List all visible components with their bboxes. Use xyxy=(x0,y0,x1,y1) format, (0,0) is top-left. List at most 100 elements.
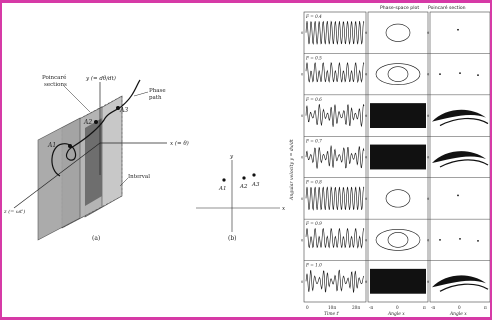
phase-space-filled xyxy=(370,268,426,294)
point-a2-label: A2 xyxy=(83,119,92,126)
zero-tick: 0 xyxy=(365,280,368,284)
poincare-point xyxy=(459,237,461,240)
phase-path-label-2: path xyxy=(149,95,162,101)
poincare-attractor xyxy=(432,109,486,122)
point-a3-label: A3 xyxy=(119,107,128,114)
zero-tick: 0 xyxy=(427,31,430,35)
phase-space-orbit xyxy=(387,232,409,248)
poincare-tick-1: 0 xyxy=(458,305,461,310)
poincare-tick-0: -π xyxy=(431,305,435,310)
z-axis xyxy=(13,142,101,209)
panel-b-point-a2 xyxy=(242,176,246,180)
phase-space-orbit xyxy=(375,63,421,86)
time-series-trace xyxy=(305,145,365,169)
poincare-axis-label: Angle x xyxy=(449,312,467,317)
point-a1-marker xyxy=(68,144,72,148)
row-label: F = 1.0 xyxy=(305,263,322,268)
col-header-poincare: Poincaré section xyxy=(428,4,466,11)
panel-b-a2-label: A2 xyxy=(239,184,248,190)
zero-tick: 0 xyxy=(365,31,368,35)
zero-tick: 0 xyxy=(427,114,430,118)
panel-b-x-label: x xyxy=(282,206,286,212)
row-label: F = 0.8 xyxy=(305,180,322,185)
phase-space-orbit xyxy=(375,228,421,251)
panel-b-a3-label: A3 xyxy=(251,182,260,188)
time-axis-label: Time t' xyxy=(324,312,339,317)
x-axis-label: x (= θ) xyxy=(170,140,189,147)
panel-a: y (= dθ/dt) Phase path Poincaré sections… xyxy=(3,74,189,242)
zero-tick: 0 xyxy=(301,197,304,201)
panel-b-a1-label: A1 xyxy=(218,186,226,192)
poincare-point xyxy=(439,73,441,76)
zero-tick: 0 xyxy=(301,114,304,118)
phase-space-filled xyxy=(370,144,426,170)
poincare-attractor-fold xyxy=(439,159,489,168)
zero-tick: 0 xyxy=(365,156,368,160)
row-label: F = 0.4 xyxy=(305,14,322,19)
zero-tick: 0 xyxy=(427,197,430,201)
poincare-tick-2: π xyxy=(484,305,487,310)
time-tick-2: 20π xyxy=(352,305,360,310)
panel-b-point-a1 xyxy=(222,178,226,182)
z-axis-label: z (= ωt') xyxy=(3,208,25,215)
bottom-border xyxy=(0,317,492,320)
time-series-trace xyxy=(305,103,365,128)
poincare-attractor xyxy=(432,151,486,163)
point-a3-marker xyxy=(116,106,120,110)
poincare-point xyxy=(459,72,461,75)
poincare-attractor-fold xyxy=(439,117,489,127)
time-tick-0: 0 xyxy=(306,305,309,310)
time-series-trace xyxy=(305,186,365,211)
phase-path-label-1: Phase xyxy=(149,88,166,94)
poincare-point xyxy=(457,28,459,31)
phase-space-filled xyxy=(370,103,426,128)
row-label: F = 0.6 xyxy=(305,97,322,102)
zero-tick: 0 xyxy=(365,197,368,201)
zero-tick: 0 xyxy=(365,73,368,77)
zero-tick: 0 xyxy=(365,114,368,118)
phase-path-leader xyxy=(133,91,149,97)
zero-tick: 0 xyxy=(301,238,304,242)
section-overlap xyxy=(85,118,102,206)
poincare-point xyxy=(457,194,459,197)
interval-leader xyxy=(119,177,129,187)
zero-tick: 0 xyxy=(365,238,368,242)
panel-b-y-label: y xyxy=(229,154,234,160)
poincare-label-2: sections xyxy=(44,82,67,88)
interval-label: Interval xyxy=(128,174,150,180)
zero-tick: 0 xyxy=(427,73,430,77)
col-header-phase-space: Phase-space plot xyxy=(380,5,419,11)
panel-grid: Phase-space plot Poincaré section F = 0.… xyxy=(289,4,491,317)
zero-tick: 0 xyxy=(427,156,430,160)
time-series-trace xyxy=(305,227,365,249)
angular-velocity-label: Angular velocity y = dx/dt xyxy=(289,139,295,201)
row-label: F = 0.9 xyxy=(305,221,322,226)
angle-tick-2: π xyxy=(423,305,426,310)
panel-b-caption: (b) xyxy=(228,235,237,242)
panel-a-caption: (a) xyxy=(92,235,100,242)
zero-tick: 0 xyxy=(301,156,304,160)
phase-space-orbit xyxy=(385,189,411,208)
angle-axis-label: Angle x xyxy=(387,312,405,317)
poincare-leader-2 xyxy=(63,85,91,113)
panel-b-point-a3 xyxy=(252,173,256,177)
phase-path-curve xyxy=(51,79,141,177)
zero-tick: 0 xyxy=(427,280,430,284)
phase-space-orbit xyxy=(385,23,411,42)
poincare-attractor xyxy=(432,275,486,288)
top-border xyxy=(0,0,492,3)
panel-b: y x A1 A2 A3 (b) xyxy=(196,154,286,242)
point-a2-marker xyxy=(94,120,98,124)
zero-tick: 0 xyxy=(301,31,304,35)
poincare-point xyxy=(439,238,441,241)
rows-layer: F = 0.4 0 0 0 F = 0.5 0 0 0 F = 0.6 0 0 0 F = 0.7 0 0 0… xyxy=(301,14,490,294)
col-time-frame xyxy=(303,11,367,303)
time-series-trace xyxy=(305,269,365,293)
time-series-trace xyxy=(305,62,365,84)
time-tick-1: 10π xyxy=(328,305,336,310)
row-label: F = 0.5 xyxy=(305,55,322,60)
zero-tick: 0 xyxy=(427,238,430,242)
poincare-attractor-fold xyxy=(439,283,489,292)
